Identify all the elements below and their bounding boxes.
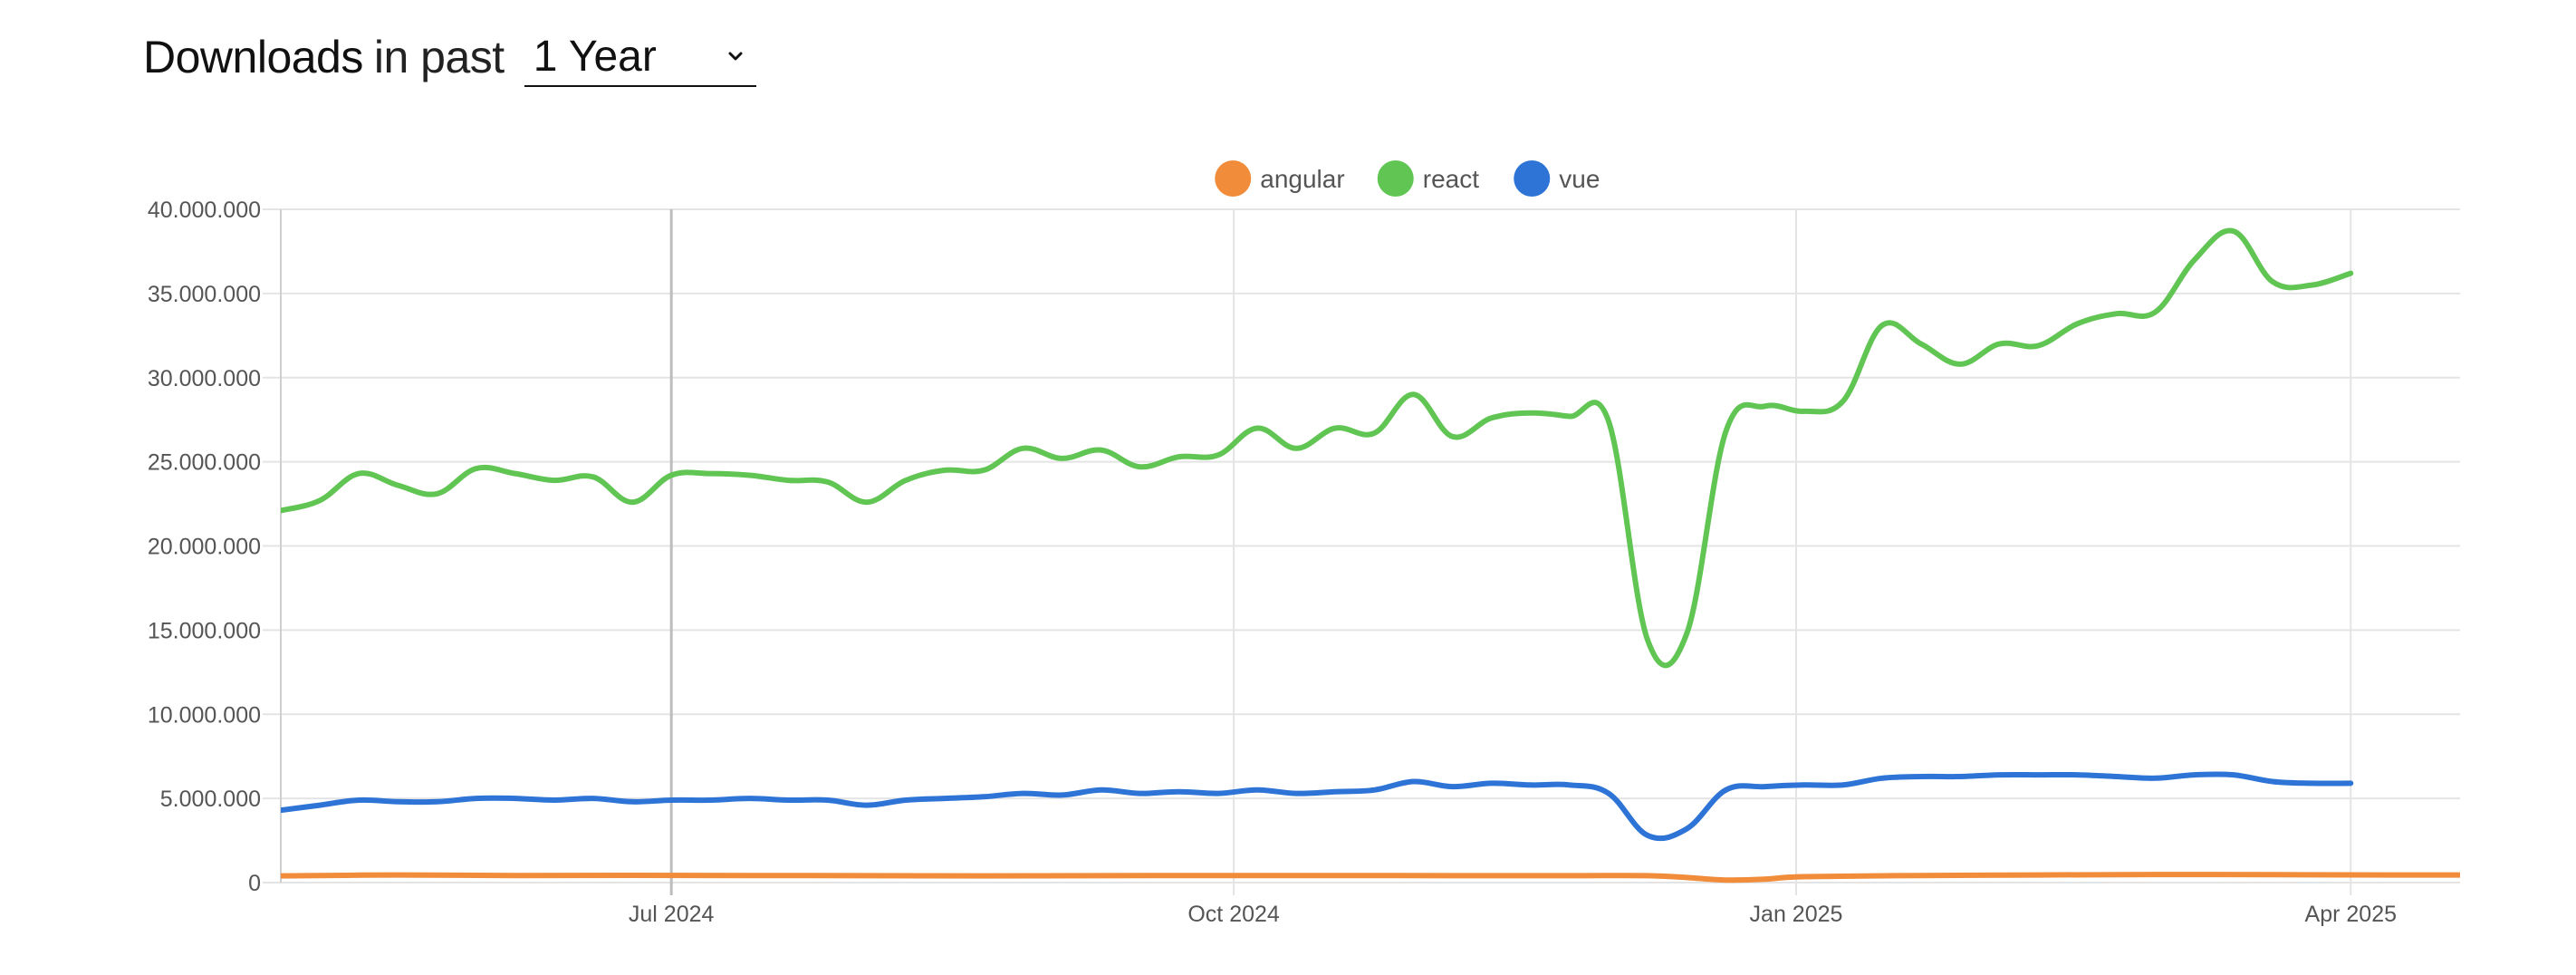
legend-marker-react [1377,160,1414,197]
y-tick-label: 15.000.000 [148,618,261,643]
y-tick-label: 0 [248,871,261,896]
chevron-down-icon [728,52,743,61]
y-tick-label: 25.000.000 [148,450,261,476]
downloads-header: Downloads in past 1 Year [143,25,756,89]
title-downloads: Downloads [143,32,363,82]
x-tick-label: Apr 2025 [2305,902,2397,927]
legend-marker-vue [1514,160,1551,197]
legend-marker-angular [1215,160,1252,197]
y-tick-label: 10.000.000 [148,702,261,728]
series-line-angular [281,872,2460,883]
x-tick-label: Jul 2024 [629,902,715,927]
y-tick-label: 40.000.000 [148,198,261,223]
y-tick-label: 30.000.000 [148,366,261,391]
y-tick-label: 35.000.000 [148,282,261,307]
x-tick-label: Jan 2025 [1750,902,1843,927]
legend-label-vue: vue [1559,165,1600,193]
legend-label-angular: angular [1260,165,1344,193]
series-line-vue [281,771,2354,842]
y-tick-label: 20.000.000 [148,535,261,560]
legend-label-react: react [1423,165,1479,193]
time-range-select[interactable]: 1 Year [524,27,756,87]
series-line-react [281,227,2354,669]
time-range-value: 1 Year [533,32,657,81]
title-in-past: in past [373,32,505,82]
y-tick-label: 5.000.000 [160,787,261,812]
x-tick-label: Oct 2024 [1187,902,1280,927]
